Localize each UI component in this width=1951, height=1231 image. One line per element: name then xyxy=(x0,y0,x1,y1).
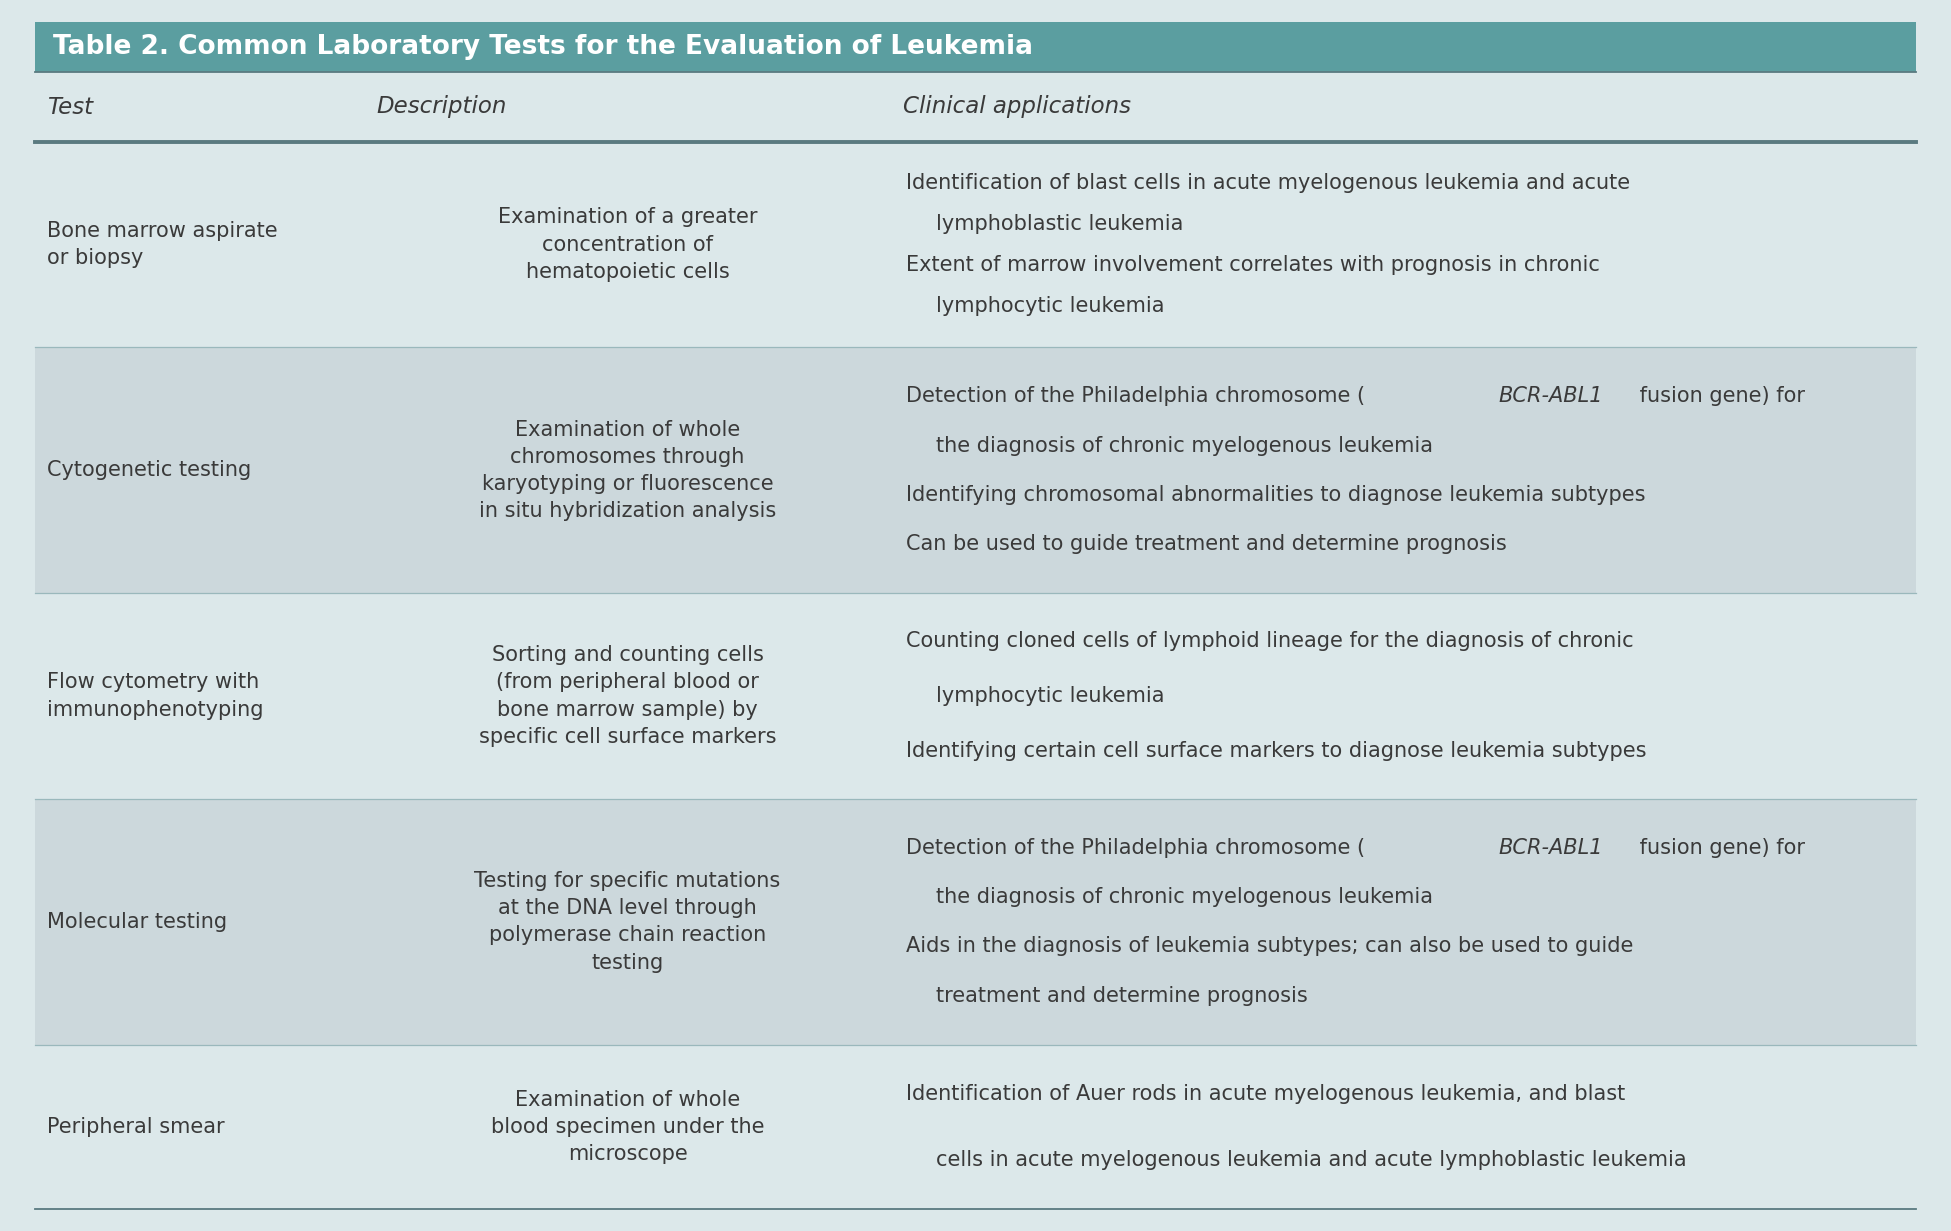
Text: lymphocytic leukemia: lymphocytic leukemia xyxy=(936,297,1165,316)
Text: treatment and determine prognosis: treatment and determine prognosis xyxy=(936,986,1307,1006)
Text: Sorting and counting cells
(from peripheral blood or
bone marrow sample) by
spec: Sorting and counting cells (from periphe… xyxy=(478,645,776,747)
Text: Testing for specific mutations
at the DNA level through
polymerase chain reactio: Testing for specific mutations at the DN… xyxy=(474,870,780,972)
Text: Examination of whole
blood specimen under the
microscope: Examination of whole blood specimen unde… xyxy=(492,1089,765,1165)
Bar xyxy=(35,142,1916,347)
Text: Identifying certain cell surface markers to diagnose leukemia subtypes: Identifying certain cell surface markers… xyxy=(905,741,1647,761)
Bar xyxy=(35,347,1916,593)
Text: Molecular testing: Molecular testing xyxy=(47,912,226,932)
Text: Identification of Auer rods in acute myelogenous leukemia, and blast: Identification of Auer rods in acute mye… xyxy=(905,1085,1625,1104)
Text: fusion gene) for: fusion gene) for xyxy=(1633,387,1805,406)
Text: Extent of marrow involvement correlates with prognosis in chronic: Extent of marrow involvement correlates … xyxy=(905,255,1600,275)
Text: Table 2. Common Laboratory Tests for the Evaluation of Leukemia: Table 2. Common Laboratory Tests for the… xyxy=(53,34,1032,60)
Text: Description: Description xyxy=(377,96,507,118)
Bar xyxy=(35,1045,1916,1209)
Text: Examination of a greater
concentration of
hematopoietic cells: Examination of a greater concentration o… xyxy=(498,207,757,282)
Text: the diagnosis of chronic myelogenous leukemia: the diagnosis of chronic myelogenous leu… xyxy=(936,888,1432,907)
Text: Bone marrow aspirate
or biopsy: Bone marrow aspirate or biopsy xyxy=(47,222,277,268)
Text: lymphocytic leukemia: lymphocytic leukemia xyxy=(936,686,1165,707)
Text: BCR-ABL1: BCR-ABL1 xyxy=(1498,838,1604,858)
Text: Examination of whole
chromosomes through
karyotyping or fluorescence
in situ hyb: Examination of whole chromosomes through… xyxy=(478,420,776,521)
Text: Identifying chromosomal abnormalities to diagnose leukemia subtypes: Identifying chromosomal abnormalities to… xyxy=(905,485,1645,505)
Text: Aids in the diagnosis of leukemia subtypes; can also be used to guide: Aids in the diagnosis of leukemia subtyp… xyxy=(905,937,1633,956)
Text: Flow cytometry with
immunophenotyping: Flow cytometry with immunophenotyping xyxy=(47,672,263,720)
Text: Test: Test xyxy=(47,96,94,118)
Text: Identification of blast cells in acute myelogenous leukemia and acute: Identification of blast cells in acute m… xyxy=(905,174,1629,193)
Text: Counting cloned cells of lymphoid lineage for the diagnosis of chronic: Counting cloned cells of lymphoid lineag… xyxy=(905,632,1633,651)
Text: BCR-ABL1: BCR-ABL1 xyxy=(1498,387,1604,406)
Text: Peripheral smear: Peripheral smear xyxy=(47,1117,224,1137)
Text: Detection of the Philadelphia chromosome (: Detection of the Philadelphia chromosome… xyxy=(905,838,1366,858)
Text: Detection of the Philadelphia chromosome (: Detection of the Philadelphia chromosome… xyxy=(905,387,1366,406)
Text: Cytogenetic testing: Cytogenetic testing xyxy=(47,460,252,480)
Text: fusion gene) for: fusion gene) for xyxy=(1633,838,1805,858)
Bar xyxy=(35,593,1916,799)
Text: Can be used to guide treatment and determine prognosis: Can be used to guide treatment and deter… xyxy=(905,534,1506,554)
Text: Clinical applications: Clinical applications xyxy=(903,96,1132,118)
Text: lymphoblastic leukemia: lymphoblastic leukemia xyxy=(936,214,1182,234)
Bar xyxy=(35,799,1916,1045)
Text: the diagnosis of chronic myelogenous leukemia: the diagnosis of chronic myelogenous leu… xyxy=(936,436,1432,455)
Bar xyxy=(35,22,1916,71)
Text: cells in acute myelogenous leukemia and acute lymphoblastic leukemia: cells in acute myelogenous leukemia and … xyxy=(936,1150,1686,1169)
